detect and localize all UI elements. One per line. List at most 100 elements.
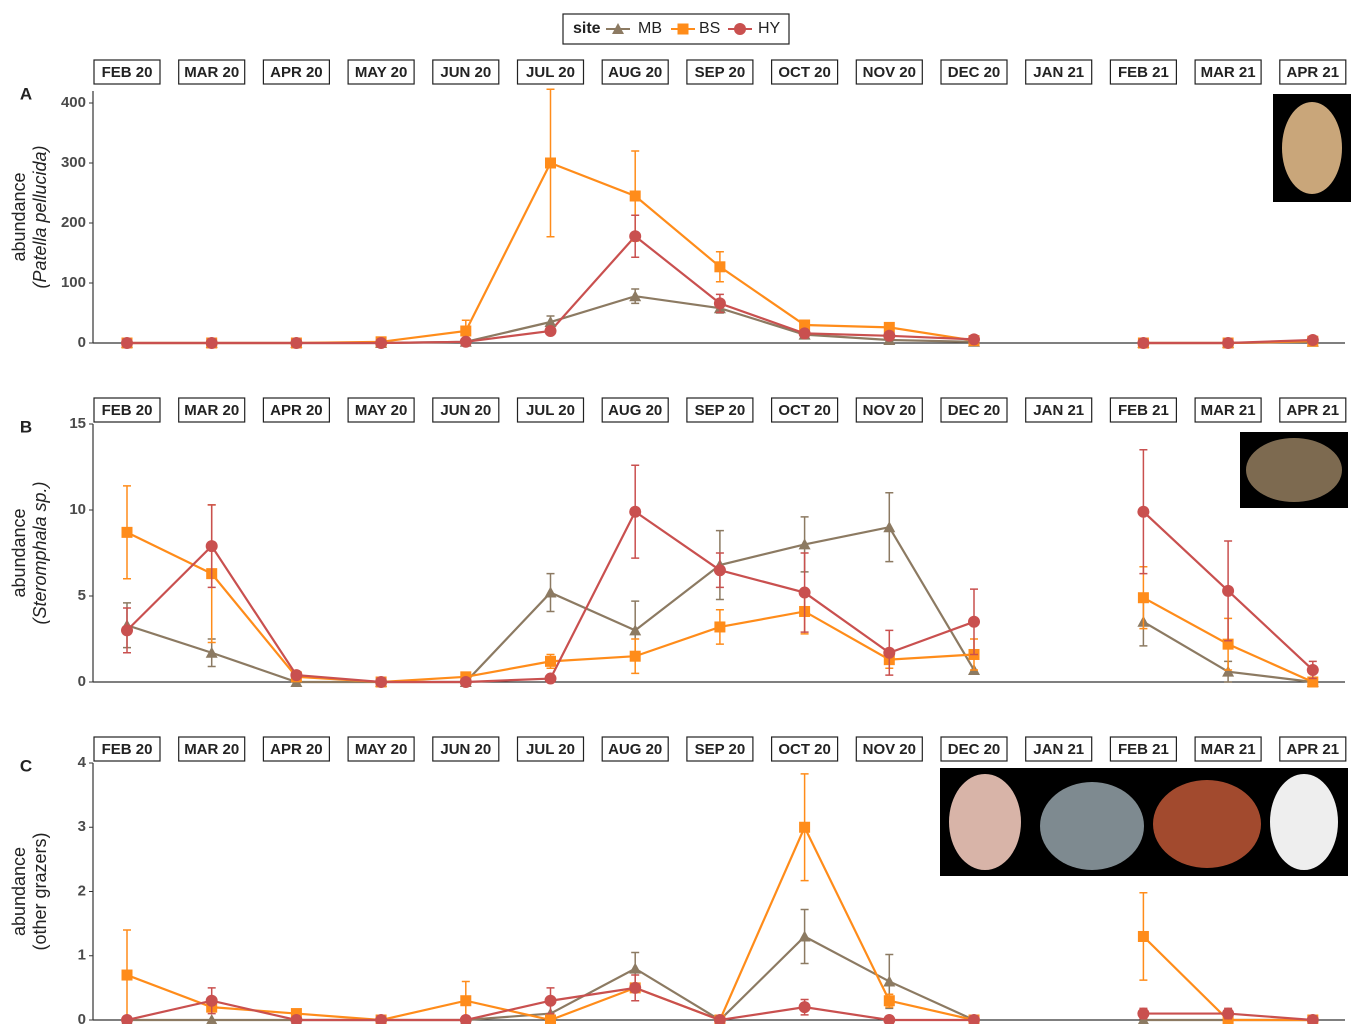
marker [545,656,556,667]
marker [1137,506,1149,518]
marker [883,330,895,342]
y-tick-label: 300 [61,154,86,171]
marker [545,995,557,1007]
x-tick-label: JUL 20 [526,64,575,81]
marker [884,995,895,1006]
x-tick-label: DEC 20 [948,741,1001,758]
x-tick-label: FEB 21 [1118,741,1169,758]
marker [968,616,980,628]
shell-image [1040,782,1144,870]
chart: site MBBSHYAabundance(Patella pellucida)… [0,0,1365,1024]
y-tick-label: 0 [78,334,86,351]
marker [545,1015,556,1024]
marker [630,191,641,202]
marker [121,624,133,636]
x-tick-label: SEP 20 [695,64,746,81]
marker [1137,1008,1149,1020]
x-tick-label: MAR 21 [1201,64,1256,81]
marker [630,651,641,662]
panel-label: B [20,417,32,436]
marker [460,676,472,688]
y-tick-label: 4 [78,754,87,771]
x-tick-label: APR 21 [1287,64,1340,81]
marker [121,1014,133,1024]
y-axis-label: (other grazers) [30,832,50,950]
y-axis-label: (Steromphala sp.) [30,481,50,624]
marker [206,540,218,552]
x-tick-label: JUL 20 [526,402,575,419]
y-tick-label: 1 [78,947,86,964]
y-axis-label: abundance [9,508,29,597]
marker [460,1014,472,1024]
marker [460,995,471,1006]
marker [290,669,302,681]
marker [1222,337,1234,349]
x-tick-label: NOV 20 [863,741,916,758]
legend-title: site [573,20,601,37]
y-tick-label: 3 [78,818,86,835]
marker [460,336,472,348]
x-tick-label: AUG 20 [608,741,662,758]
marker [714,621,725,632]
x-tick-label: MAY 20 [355,402,408,419]
legend-label: BS [699,20,720,37]
x-tick-label: JUN 20 [440,64,491,81]
legend-label: MB [638,20,662,37]
marker [629,506,641,518]
x-tick-label: APR 20 [270,741,323,758]
x-tick-label: APR 20 [270,64,323,81]
x-tick-label: OCT 20 [778,741,831,758]
marker [883,521,895,532]
x-tick-label: NOV 20 [863,64,916,81]
x-tick-label: APR 21 [1287,741,1340,758]
y-axis-label: abundance [9,172,29,261]
marker [799,587,811,599]
x-tick-label: JAN 21 [1033,741,1084,758]
x-tick-label: FEB 20 [102,402,153,419]
marker [883,975,895,986]
marker [545,325,557,337]
series-line [127,936,1313,1020]
y-axis-label: abundance [9,847,29,936]
marker [1138,931,1149,942]
marker [968,333,980,345]
x-tick-label: MAR 21 [1201,741,1256,758]
x-tick-label: APR 20 [270,402,323,419]
shell-image [1282,102,1342,194]
marker [883,647,895,659]
marker [799,327,811,339]
marker [714,261,725,272]
marker [545,587,557,598]
x-tick-label: APR 21 [1287,402,1340,419]
y-tick-label: 100 [61,274,86,291]
marker [1137,337,1149,349]
marker [1222,585,1234,597]
marker [290,337,302,349]
y-tick-label: 0 [78,1011,86,1024]
y-tick-label: 10 [69,501,86,518]
x-tick-label: AUG 20 [608,402,662,419]
x-tick-label: JUN 20 [440,741,491,758]
x-tick-label: AUG 20 [608,64,662,81]
marker [122,527,133,538]
x-tick-label: FEB 21 [1118,402,1169,419]
x-tick-label: JUL 20 [526,741,575,758]
x-tick-label: FEB 21 [1118,64,1169,81]
shell-image [949,774,1021,870]
marker [206,995,218,1007]
shell-image [1246,438,1342,502]
x-tick-label: DEC 20 [948,402,1001,419]
marker [206,337,218,349]
shell-image [1153,780,1261,868]
marker [122,970,133,981]
x-tick-label: FEB 20 [102,741,153,758]
x-tick-label: MAR 21 [1201,402,1256,419]
marker [629,963,641,974]
panel-label: A [20,84,32,103]
marker [1307,664,1319,676]
marker [799,1001,811,1013]
x-tick-label: JUN 20 [440,402,491,419]
panel-label: C [20,756,32,775]
x-tick-label: SEP 20 [695,741,746,758]
x-tick-label: OCT 20 [778,402,831,419]
